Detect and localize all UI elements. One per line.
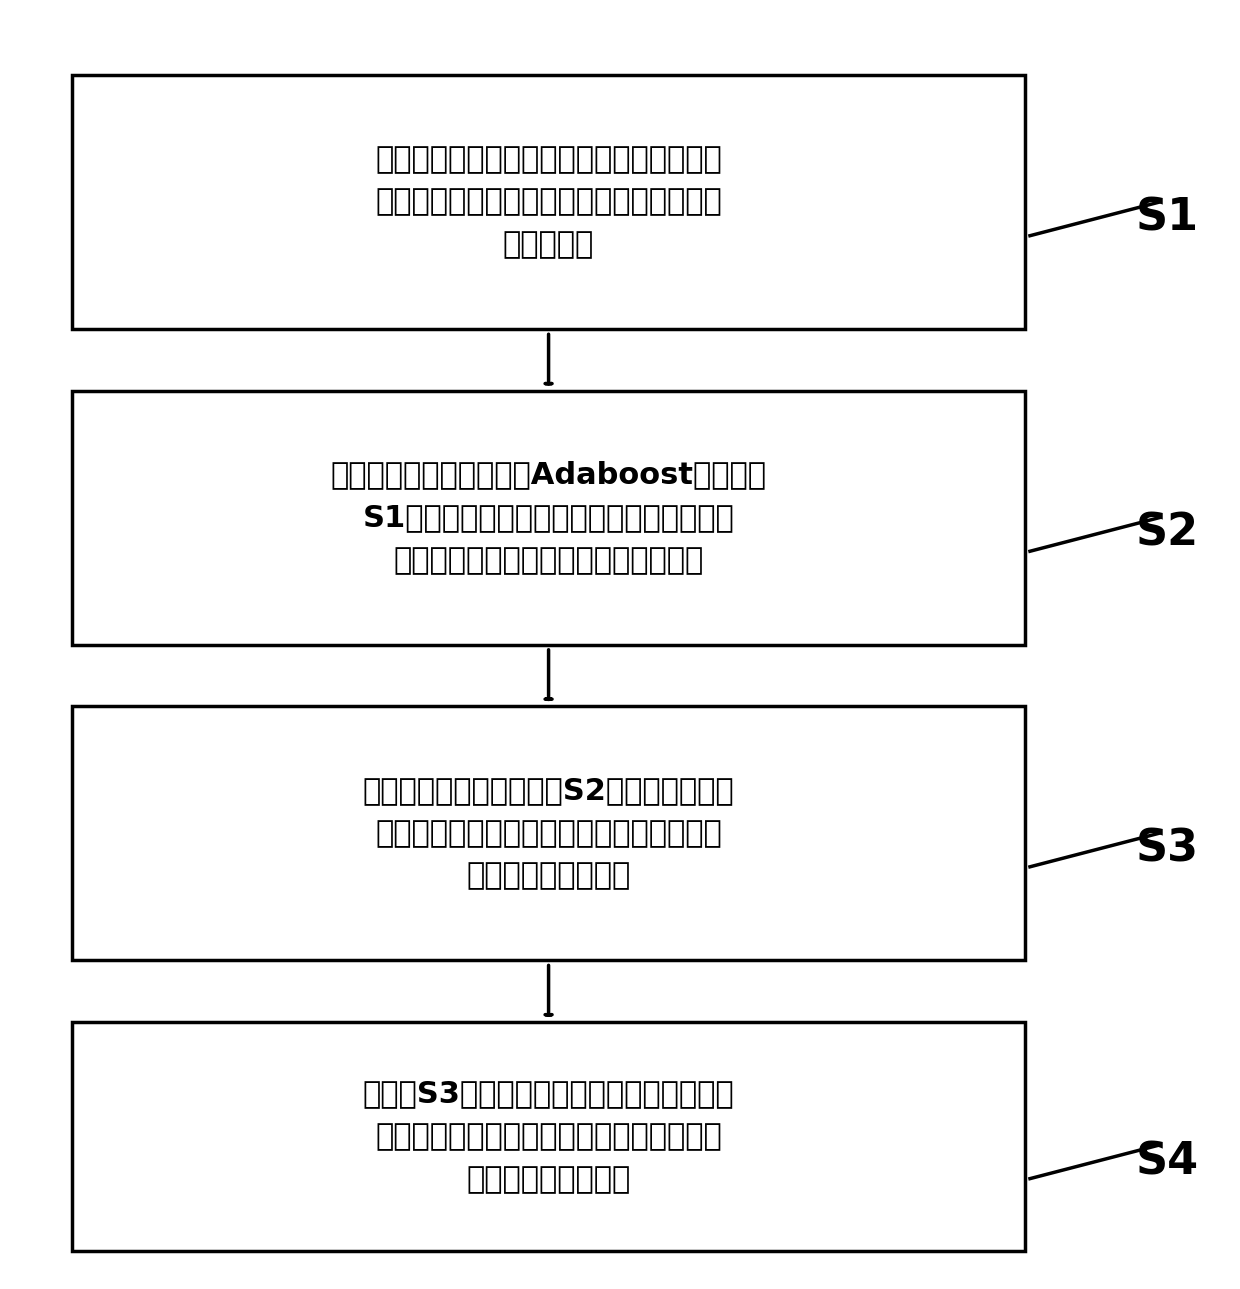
Text: S3: S3 [1136, 828, 1199, 870]
Text: S1: S1 [1136, 196, 1199, 238]
Bar [72, 706, 1024, 960]
Text: 采用匈牙利算法，对步骤S2得到的初步检测
结果进行计算，得到所有图像中的行人关联
形成的初始轨迹序列: 采用匈牙利算法，对步骤S2得到的初步检测 结果进行计算，得到所有图像中的行人关联… [363, 776, 734, 891]
Bar [72, 1022, 1024, 1250]
Text: S2: S2 [1136, 512, 1199, 554]
Text: 通过车载红外探测仪获取红外视频，采用积
分图和通道特征，提取红外视频的颜色特征
和梯度特征: 通过车载红外探测仪获取红外视频，采用积 分图和通道特征，提取红外视频的颜色特征 … [376, 144, 722, 259]
Text: 采用自适应增强迭代算法Adaboost，对步骤
S1提取的特征进行训练和筛选，检测红外视
频的图像中的行人，得到初步检测结果: 采用自适应增强迭代算法Adaboost，对步骤 S1提取的特征进行训练和筛选，检… [331, 460, 766, 575]
Text: S4: S4 [1136, 1141, 1199, 1183]
Bar [72, 391, 1024, 644]
Bar [72, 75, 1024, 329]
Text: 将步骤S3得到的初始轨迹作为初始值，采用
曼克莱斯算法，计算最优的轨迹关联信息，
得到最终的跟踪轨迹: 将步骤S3得到的初始轨迹作为初始值，采用 曼克莱斯算法，计算最优的轨迹关联信息，… [363, 1079, 734, 1194]
